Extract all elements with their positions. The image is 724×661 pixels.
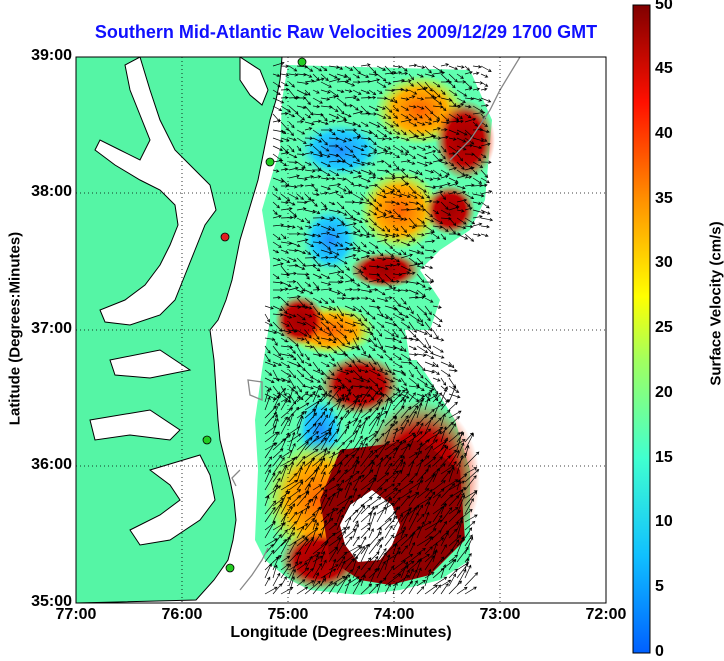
- colorbar-tick-label: 15: [655, 449, 673, 467]
- colorbar-tick-label: 20: [655, 384, 673, 402]
- colorbar-label: Surface Velocity (cm/s): [708, 184, 724, 424]
- colorbar-tick-label: 45: [655, 60, 673, 78]
- chart-title: Southern Mid-Atlantic Raw Velocities 200…: [60, 22, 632, 43]
- colorbar-tick-label: 10: [655, 513, 673, 531]
- station-marker: [226, 564, 234, 572]
- x-axis-label: Longitude (Degrees:Minutes): [76, 624, 606, 642]
- colorbar: [633, 5, 650, 653]
- y-tick-label: 36:00: [18, 456, 72, 474]
- x-tick-label: 75:00: [253, 606, 323, 624]
- y-tick-label: 35:00: [18, 593, 72, 611]
- x-tick-label: 73:00: [465, 606, 535, 624]
- colorbar-tick-label: 40: [655, 125, 673, 143]
- station-marker: [203, 436, 211, 444]
- y-tick-label: 37:00: [18, 320, 72, 338]
- colorbar-tick-label: 35: [655, 190, 673, 208]
- y-tick-label: 38:00: [18, 183, 72, 201]
- station-marker: [266, 158, 274, 166]
- colorbar-tick-label: 50: [655, 0, 673, 14]
- colorbar-tick-label: 5: [655, 578, 664, 596]
- colorbar-tick-label: 30: [655, 254, 673, 272]
- station-marker: [298, 58, 306, 66]
- colorbar-tick-label: 0: [655, 643, 664, 661]
- x-tick-label: 76:00: [147, 606, 217, 624]
- colorbar-tick-label: 25: [655, 319, 673, 337]
- y-tick-label: 39:00: [18, 47, 72, 65]
- station-marker: [221, 233, 229, 241]
- x-tick-label: 74:00: [359, 606, 429, 624]
- x-tick-label: 72:00: [571, 606, 641, 624]
